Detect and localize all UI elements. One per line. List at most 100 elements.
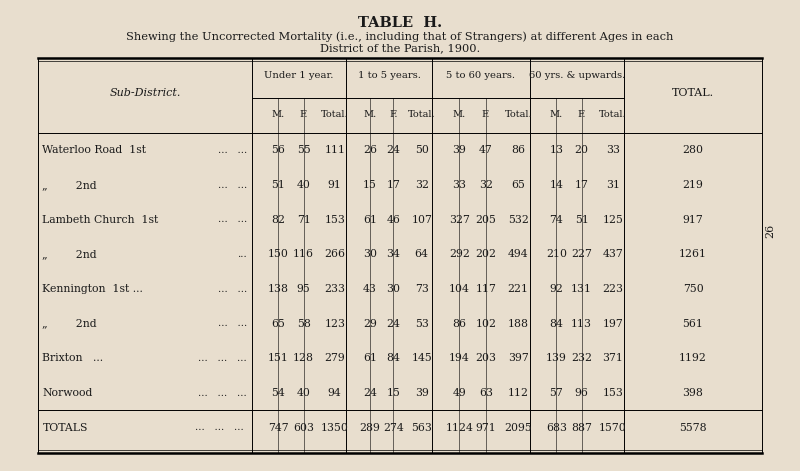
Text: 223: 223	[602, 284, 623, 294]
Text: 5 to 60 years.: 5 to 60 years.	[446, 72, 515, 81]
Text: F.: F.	[389, 110, 398, 119]
Text: 32: 32	[479, 180, 493, 190]
Text: 50: 50	[414, 146, 429, 155]
Text: 40: 40	[297, 388, 310, 398]
Text: 116: 116	[293, 249, 314, 260]
Text: 54: 54	[271, 388, 285, 398]
Text: Brixton   ...: Brixton ...	[42, 353, 103, 363]
Text: Kennington  1st ...: Kennington 1st ...	[42, 284, 143, 294]
Text: F.: F.	[578, 110, 586, 119]
Text: 292: 292	[449, 249, 470, 260]
Text: 71: 71	[297, 215, 310, 225]
Text: 96: 96	[574, 388, 589, 398]
Text: 49: 49	[453, 388, 466, 398]
Text: 202: 202	[475, 249, 496, 260]
Text: 24: 24	[386, 146, 400, 155]
Text: 92: 92	[550, 284, 563, 294]
Text: 2095: 2095	[504, 422, 532, 433]
Text: 747: 747	[268, 422, 289, 433]
Text: ...   ...: ... ...	[218, 215, 247, 224]
Text: 29: 29	[363, 319, 377, 329]
Text: 219: 219	[682, 180, 703, 190]
Text: District of the Parish, 1900.: District of the Parish, 1900.	[320, 43, 480, 53]
Text: 327: 327	[449, 215, 470, 225]
Text: 33: 33	[606, 146, 620, 155]
Text: 64: 64	[414, 249, 429, 260]
Text: 31: 31	[606, 180, 620, 190]
Text: 102: 102	[475, 319, 496, 329]
Text: 145: 145	[411, 353, 432, 363]
Text: 30: 30	[363, 249, 377, 260]
Text: „        2nd: „ 2nd	[42, 249, 97, 260]
Text: ...   ...: ... ...	[218, 180, 247, 189]
Text: 17: 17	[386, 180, 400, 190]
Text: 107: 107	[411, 215, 432, 225]
Text: Norwood: Norwood	[42, 388, 92, 398]
Text: ...   ...   ...: ... ... ...	[198, 389, 247, 398]
Text: 111: 111	[324, 146, 346, 155]
Text: 74: 74	[550, 215, 563, 225]
Text: 65: 65	[511, 180, 525, 190]
Text: 232: 232	[571, 353, 592, 363]
Text: 33: 33	[453, 180, 466, 190]
Text: 750: 750	[682, 284, 703, 294]
Text: 139: 139	[546, 353, 566, 363]
Text: Total.: Total.	[321, 110, 349, 119]
Text: 397: 397	[508, 353, 529, 363]
Text: „        2nd: „ 2nd	[42, 180, 97, 190]
Text: 51: 51	[574, 215, 589, 225]
Text: 113: 113	[571, 319, 592, 329]
Text: 123: 123	[324, 319, 346, 329]
Text: 39: 39	[414, 388, 429, 398]
Text: 95: 95	[297, 284, 310, 294]
Text: 65: 65	[271, 319, 286, 329]
Text: 20: 20	[574, 146, 589, 155]
Text: 53: 53	[414, 319, 429, 329]
Text: TOTAL.: TOTAL.	[672, 88, 714, 97]
Text: 58: 58	[297, 319, 310, 329]
Text: ...   ...   ...: ... ... ...	[198, 354, 247, 363]
Text: 13: 13	[550, 146, 563, 155]
Text: Waterloo Road  1st: Waterloo Road 1st	[42, 146, 146, 155]
Text: 151: 151	[268, 353, 289, 363]
Text: ...: ...	[238, 250, 247, 259]
Text: Shewing the Uncorrected Mortality (i.e., including that of Strangers) at differe: Shewing the Uncorrected Mortality (i.e.,…	[126, 31, 674, 41]
Text: 24: 24	[363, 388, 377, 398]
Text: 221: 221	[508, 284, 529, 294]
Text: F.: F.	[299, 110, 308, 119]
Text: 289: 289	[360, 422, 381, 433]
Text: 1350: 1350	[321, 422, 349, 433]
Text: 494: 494	[508, 249, 529, 260]
Text: 46: 46	[386, 215, 400, 225]
Text: 34: 34	[386, 249, 400, 260]
Text: 138: 138	[268, 284, 289, 294]
Text: 203: 203	[475, 353, 496, 363]
Text: 603: 603	[293, 422, 314, 433]
Text: 82: 82	[271, 215, 286, 225]
Text: 104: 104	[449, 284, 470, 294]
Text: 84: 84	[550, 319, 563, 329]
Text: 24: 24	[386, 319, 400, 329]
Text: 1570: 1570	[599, 422, 626, 433]
Text: „        2nd: „ 2nd	[42, 319, 97, 329]
Text: 26: 26	[363, 146, 377, 155]
Text: 1261: 1261	[679, 249, 707, 260]
Text: 233: 233	[324, 284, 346, 294]
Text: 153: 153	[324, 215, 345, 225]
Text: 56: 56	[271, 146, 286, 155]
Text: 60 yrs. & upwards.: 60 yrs. & upwards.	[529, 72, 625, 81]
Text: 194: 194	[449, 353, 470, 363]
Text: 971: 971	[475, 422, 496, 433]
Text: 532: 532	[508, 215, 529, 225]
Text: 398: 398	[682, 388, 703, 398]
Text: 125: 125	[602, 215, 623, 225]
Text: 91: 91	[328, 180, 342, 190]
Text: TABLE  H.: TABLE H.	[358, 16, 442, 30]
Text: 73: 73	[414, 284, 429, 294]
Text: 40: 40	[297, 180, 310, 190]
Text: 1124: 1124	[446, 422, 474, 433]
Text: 61: 61	[363, 215, 377, 225]
Text: 153: 153	[602, 388, 623, 398]
Text: M.: M.	[453, 110, 466, 119]
Text: 188: 188	[508, 319, 529, 329]
